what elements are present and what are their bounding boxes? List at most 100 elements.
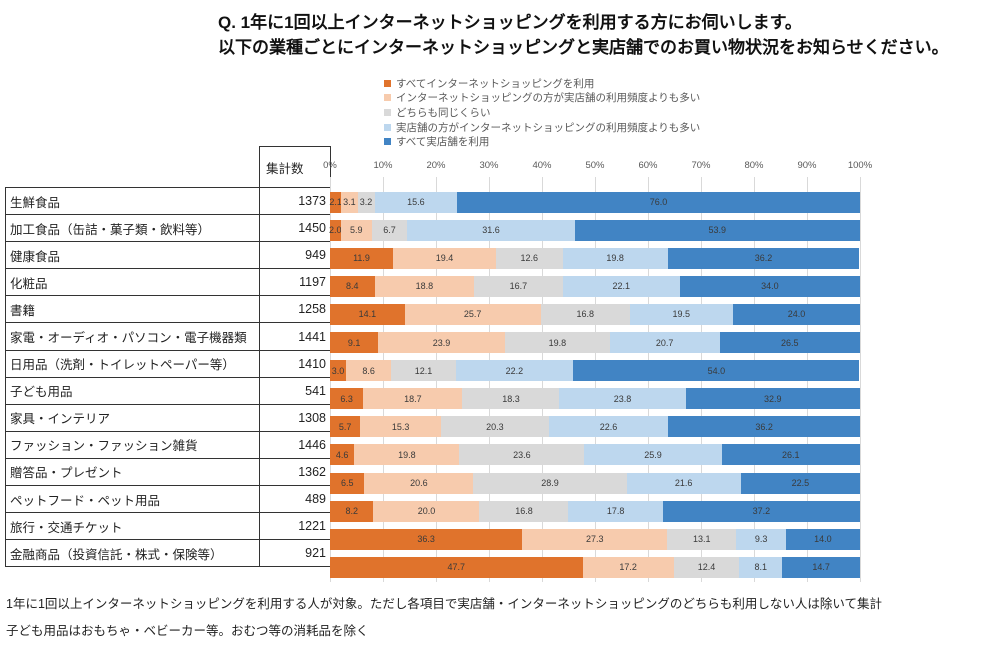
- bar-segment: 2.0: [329, 219, 342, 241]
- table-row: 加工食品（缶詰・菓子類・飲料等） 1450: [5, 214, 331, 243]
- bar-segment: 26.5: [719, 332, 860, 353]
- bar-row: 11.9 19.4 12.6 19.8 36.2: [330, 244, 860, 272]
- footnote-1: 1年に1回以上インターネットショッピングを利用する人が対象。ただし各項目で実店舗…: [6, 597, 883, 611]
- count-cell: 1258: [259, 295, 331, 324]
- bar-segment-value: 22.5: [791, 478, 810, 488]
- bar-segment: 28.9: [473, 472, 627, 494]
- bar-segment: 12.1: [391, 360, 456, 382]
- bar-segment-value: 21.6: [674, 478, 693, 488]
- bar-stack: 6.3 18.7 18.3 23.8 32.9: [330, 388, 860, 410]
- bar-segment: 25.7: [404, 303, 541, 325]
- bar-segment: 20.6: [364, 472, 474, 494]
- bar-row: 4.6 19.8 23.6 25.9 26.1: [330, 441, 860, 469]
- bar-segment: 76.0: [457, 191, 860, 213]
- bar-segment: 36.2: [667, 247, 860, 269]
- x-axis-tick-label: 70%: [691, 160, 711, 171]
- bar-segment-value: 22.2: [505, 365, 524, 376]
- bar-segment: 32.9: [685, 388, 860, 410]
- bar-segment: 23.8: [559, 388, 686, 410]
- bar-segment: 18.8: [374, 275, 475, 297]
- table-row: 化粧品 1197: [5, 268, 331, 297]
- bar-stack: 9.1 23.9 19.8 20.7 26.5: [330, 332, 860, 353]
- bar-segment-value: 15.3: [391, 421, 410, 432]
- bar-segment-value: 17.8: [606, 506, 625, 517]
- bar-segment-value: 8.6: [362, 365, 375, 376]
- count-cell: 1197: [259, 268, 331, 297]
- bar-segment: 3.2: [357, 191, 375, 213]
- footnotes: 1年に1回以上インターネットショッピングを利用する人が対象。ただし各項目で実店舗…: [6, 591, 882, 645]
- bar-segment: 17.8: [568, 500, 663, 522]
- table-header-row: 集計数: [6, 146, 331, 188]
- bar-segment: 47.7: [330, 556, 583, 578]
- category-cell: 家電・オーディオ・パソコン・電子機器類: [5, 322, 260, 351]
- bar-segment: 9.3: [736, 528, 786, 550]
- table-row: 日用品（洗剤・トイレットペーパー等） 1410: [5, 349, 331, 378]
- legend-item: すべてインターネットショッピングを利用: [384, 76, 700, 91]
- bar-segment: 26.1: [721, 444, 860, 466]
- bar-row: 5.7 15.3 20.3 22.6 36.2: [330, 413, 860, 441]
- legend-label: インターネットショッピングの方が実店舗の利用頻度よりも多い: [396, 92, 701, 105]
- bar-segment-value: 6.5: [340, 478, 354, 488]
- count-cell: 1362: [259, 457, 331, 487]
- category-cell: 金融商品（投資信託・株式・保険等）: [5, 539, 260, 568]
- bar-segment-value: 28.9: [541, 478, 559, 488]
- bar-segment: 12.4: [673, 556, 740, 578]
- bar-segment-value: 23.6: [513, 449, 531, 460]
- table-row: 書籍 1258: [5, 295, 331, 324]
- bar-segment: 15.6: [374, 191, 458, 213]
- count-cell: 949: [259, 241, 331, 270]
- chart-title: Q. 1年に1回以上インターネットショッピングを利用する方にお伺いします。 以下…: [218, 10, 949, 60]
- count-header-cell: 集計数: [259, 146, 331, 188]
- bar-segment-value: 20.6: [410, 478, 428, 488]
- bar-segment-value: 5.9: [349, 225, 363, 236]
- bar-segment-value: 36.2: [755, 421, 773, 432]
- bar-segment: 25.9: [584, 444, 722, 466]
- bar-segment-value: 12.4: [697, 562, 716, 573]
- bar-segment-value: 23.8: [613, 393, 632, 404]
- bar-row: 47.7 17.2 12.4 8.1 14.7: [330, 553, 860, 581]
- x-axis-tick-label: 80%: [744, 160, 764, 171]
- bar-segment-value: 17.2: [619, 562, 637, 573]
- legend-item: 実店舗の方がインターネットショッピングの利用頻度よりも多い: [384, 120, 700, 135]
- plot-area: 0% 10% 20% 30% 40% 50% 60% 70% 80% 90% 100% 2.1 3.1…: [323, 160, 872, 582]
- bar-segment-value: 2.1: [329, 197, 342, 207]
- bar-segment-value: 23.9: [432, 337, 451, 348]
- bar-segment: 20.0: [373, 500, 480, 522]
- legend-item: すべて実店舗を利用: [384, 134, 700, 149]
- bar-segment-value: 26.5: [780, 337, 799, 348]
- bar-segment: 11.9: [330, 247, 394, 269]
- bar-segment: 20.3: [441, 416, 549, 438]
- bar-segment-value: 8.1: [754, 562, 767, 573]
- table-row: 金融商品（投資信託・株式・保険等） 921: [5, 539, 331, 568]
- bar-segment: 31.6: [407, 219, 575, 241]
- category-cell: 加工食品（缶詰・菓子類・飲料等）: [5, 214, 260, 243]
- legend-swatch-icon: [384, 138, 391, 146]
- count-cell: 1450: [259, 214, 331, 243]
- bar-segment: 14.0: [785, 528, 860, 550]
- bar-stack: 14.1 25.7 16.8 19.5 24.0: [330, 303, 861, 325]
- bar-segment: 20.7: [609, 332, 720, 353]
- bar-segment: 6.7: [371, 219, 408, 241]
- bar-row: 6.3 18.7 18.3 23.8 32.9: [330, 385, 860, 413]
- bar-segment-value: 8.4: [346, 281, 359, 292]
- footnote-2: 子ども用品はおもちゃ・ベビーカー等。おむつ等の消耗品を除く: [6, 624, 369, 638]
- bar-segment-value: 3.0: [331, 365, 345, 376]
- bar-segment-value: 27.3: [585, 534, 604, 545]
- bar-stack: 36.3 27.3 13.1 9.3 14.0: [330, 528, 860, 550]
- bar-segment: 36.2: [668, 416, 860, 438]
- x-axis-tick-label: 90%: [797, 160, 817, 171]
- bar-segment: 12.6: [495, 247, 563, 269]
- bar-segment: 2.1: [329, 191, 342, 213]
- bar-segment-value: 25.7: [463, 309, 482, 320]
- legend-item: インターネットショッピングの方が実店舗の利用頻度よりも多い: [384, 91, 700, 106]
- bar-segment-value: 26.1: [782, 449, 800, 460]
- legend-swatch-icon: [384, 94, 391, 102]
- bar-segment: 3.1: [341, 191, 358, 213]
- bar-segment: 37.2: [662, 500, 860, 522]
- bar-segment: 22.2: [455, 360, 574, 382]
- legend-swatch-icon: [384, 79, 391, 87]
- bar-segment: 14.7: [782, 556, 860, 578]
- count-cell: 1446: [259, 430, 331, 459]
- bar-segment: 22.5: [740, 472, 860, 494]
- x-axis-tick-label: 40%: [532, 160, 552, 171]
